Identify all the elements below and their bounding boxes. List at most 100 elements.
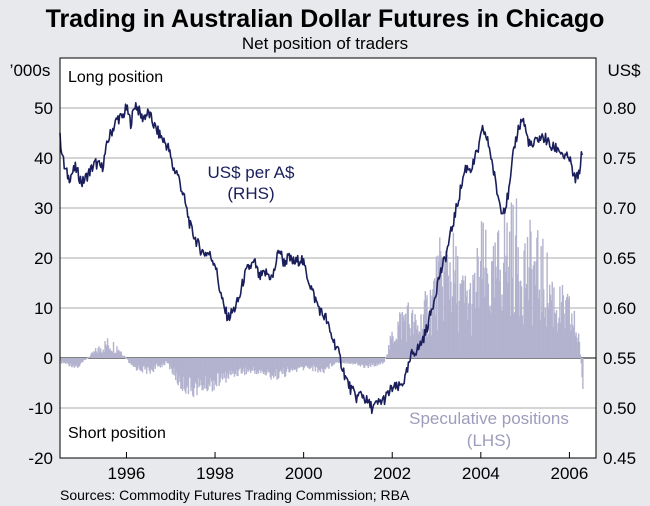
speculative-bar [405, 313, 407, 358]
speculative-bar [456, 255, 459, 358]
speculative-bar [467, 319, 469, 358]
speculative-bar [455, 246, 457, 358]
speculative-bar [578, 341, 581, 358]
speculative-bar [157, 358, 160, 367]
speculative-bar [427, 336, 429, 358]
speculative-bar [133, 358, 135, 367]
speculative-bar [373, 358, 375, 367]
speculative-bar [512, 204, 514, 358]
speculative-bar [330, 358, 333, 367]
speculative-bar [249, 358, 252, 373]
speculative-bar [117, 351, 119, 358]
speculative-bar [201, 358, 203, 391]
speculative-bar [294, 358, 296, 370]
speculative-bar [460, 283, 462, 358]
speculative-bar [518, 281, 520, 358]
speculative-bar [198, 358, 201, 387]
speculative-bar [571, 324, 574, 358]
speculative-bar [157, 358, 159, 367]
speculative-bar [396, 340, 398, 358]
speculative-bar [71, 358, 73, 368]
speculative-bar [381, 358, 383, 363]
speculative-bar [181, 358, 184, 391]
speculative-bar [362, 358, 364, 366]
speculative-bar [468, 289, 471, 358]
speculative-bar [475, 291, 478, 358]
speculative-bar [191, 358, 193, 388]
speculative-bar [279, 358, 282, 370]
speculative-bar [134, 358, 137, 368]
speculative-bar [78, 358, 81, 367]
speculative-bar [208, 358, 210, 385]
speculative-bar [214, 358, 216, 382]
speculative-bar [261, 358, 264, 372]
speculative-bar [365, 358, 368, 366]
speculative-bar [416, 329, 418, 358]
speculative-bar [521, 315, 524, 358]
speculative-bar [256, 358, 259, 372]
speculative-bar [63, 358, 65, 363]
speculative-bar [413, 322, 415, 358]
speculative-bar [119, 351, 122, 358]
speculative-bar [582, 358, 584, 389]
speculative-bar [192, 358, 195, 398]
speculative-bar [336, 358, 338, 363]
speculative-bar [485, 268, 488, 358]
speculative-bar [441, 286, 444, 358]
speculative-bar [215, 358, 217, 385]
speculative-bar [496, 278, 498, 358]
chart-title: Trading in Australian Dollar Futures in … [46, 5, 605, 33]
speculative-bar [508, 266, 510, 358]
speculative-bar [258, 358, 260, 371]
usd-series-rhs-label: (RHS) [227, 184, 274, 203]
speculative-bar [75, 358, 77, 367]
speculative-bar [174, 358, 176, 376]
speculative-bar [564, 328, 566, 358]
speculative-bar [272, 358, 275, 379]
speculative-bar [576, 337, 578, 358]
speculative-bar [548, 284, 551, 358]
speculative-bar [416, 325, 419, 358]
speculative-bar [135, 358, 138, 371]
speculative-bar [405, 341, 408, 358]
speculative-bar [184, 358, 186, 392]
speculative-bar [105, 344, 107, 358]
speculative-bar [295, 358, 297, 370]
speculative-bar [68, 358, 70, 367]
speculative-bar [255, 358, 258, 375]
speculative-bar [440, 256, 443, 358]
speculative-bar [203, 358, 205, 386]
speculative-bar [310, 358, 312, 368]
speculative-bar [247, 358, 249, 372]
sources-note: Sources: Commodity Futures Trading Commi… [60, 487, 410, 503]
speculative-bar [528, 267, 530, 358]
usd-series-label: US$ per A$ [208, 163, 295, 182]
speculative-bar [566, 293, 569, 358]
speculative-bar [372, 358, 375, 364]
speculative-bar [575, 332, 577, 358]
speculative-bar [462, 275, 464, 358]
speculative-bar [218, 358, 220, 386]
speculative-bar [120, 351, 122, 358]
speculative-bar [300, 358, 302, 368]
speculative-bar [313, 358, 315, 365]
speculative-bar [443, 257, 445, 358]
speculative-bar [376, 358, 379, 366]
x-tick-label: 1998 [196, 464, 234, 483]
speculative-bar [116, 346, 118, 358]
speculative-bar [108, 349, 110, 358]
speculative-bar [500, 309, 502, 358]
speculative-bar [236, 358, 238, 376]
speculative-bar [217, 358, 219, 374]
speculative-bar [515, 198, 518, 358]
speculative-bar [175, 358, 177, 381]
speculative-bar [581, 358, 583, 378]
speculative-bar [284, 358, 287, 377]
speculative-bar [213, 358, 215, 391]
speculative-bar [163, 358, 166, 366]
speculative-bar [192, 358, 194, 396]
speculative-bar [412, 334, 415, 358]
speculative-bar [170, 358, 173, 369]
speculative-bar [489, 305, 491, 358]
speculative-bar [150, 358, 152, 369]
